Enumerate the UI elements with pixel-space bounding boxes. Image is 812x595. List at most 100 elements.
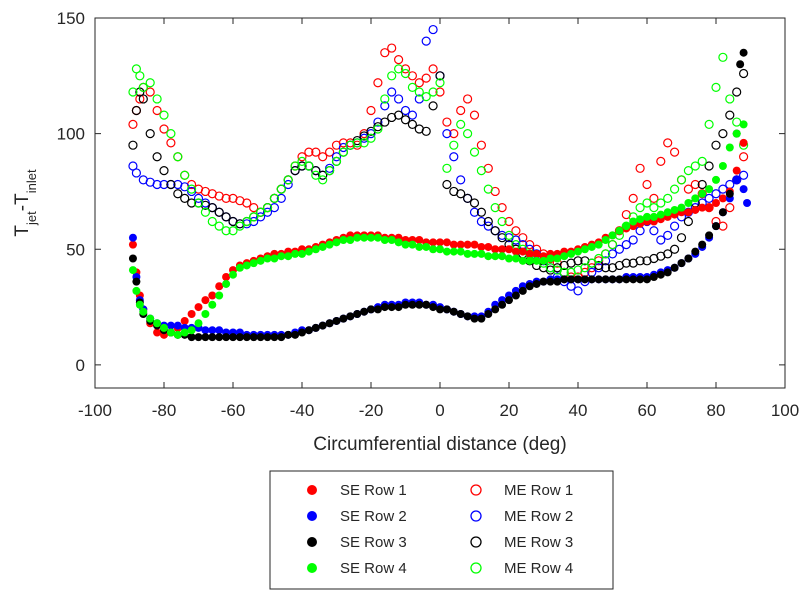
data-point: [600, 249, 611, 259]
data-point: [656, 210, 665, 219]
data-point: [484, 310, 493, 318]
data-point: [643, 275, 651, 284]
data-point: [677, 259, 686, 268]
x-tick-label: -40: [290, 401, 315, 420]
data-point: [408, 300, 417, 309]
data-point: [490, 203, 500, 213]
data-point: [649, 212, 658, 221]
data-point: [262, 207, 273, 217]
data-point: [159, 179, 169, 190]
data-point: [636, 215, 645, 224]
data-point: [263, 254, 272, 263]
data-point: [491, 252, 500, 261]
data-point: [518, 286, 527, 295]
data-point: [580, 275, 589, 284]
data-point: [698, 189, 707, 198]
data-point: [587, 258, 597, 268]
data-point: [435, 87, 445, 97]
data-point: [456, 119, 466, 129]
data-point: [587, 242, 596, 251]
data-point: [736, 60, 745, 69]
data-point: [449, 129, 459, 139]
data-point: [656, 198, 666, 208]
data-point: [242, 198, 252, 208]
data-point: [663, 138, 673, 148]
x-axis-label: Circumferential distance (deg): [313, 434, 566, 455]
data-point: [152, 105, 162, 116]
data-point: [442, 179, 452, 190]
x-tick-label: -100: [78, 401, 112, 420]
data-point: [180, 193, 190, 203]
data-point: [705, 231, 714, 240]
data-point: [207, 216, 217, 227]
data-point: [491, 245, 500, 254]
data-point: [380, 101, 390, 111]
data-point: [283, 179, 293, 190]
data-point: [318, 321, 327, 330]
data-point: [400, 115, 411, 125]
data-point: [180, 316, 189, 325]
data-point: [325, 163, 335, 173]
data-point: [262, 203, 273, 213]
points-layer: [128, 24, 752, 342]
data-point: [483, 216, 493, 227]
data-point: [463, 193, 473, 203]
data-point: [201, 310, 210, 318]
data-point: [628, 193, 638, 203]
data-point: [173, 330, 182, 339]
data-point: [277, 333, 286, 342]
data-point: [135, 94, 145, 104]
data-point: [394, 64, 404, 74]
data-point: [415, 236, 424, 244]
data-point: [532, 279, 541, 288]
data-point: [346, 236, 355, 244]
data-point: [297, 161, 307, 171]
data-point: [352, 138, 362, 148]
data-point: [152, 94, 162, 104]
data-point: [214, 221, 224, 231]
data-point: [456, 247, 465, 256]
data-point: [456, 189, 466, 199]
data-point: [484, 242, 493, 251]
legend-marker: [307, 537, 317, 547]
data-point: [546, 277, 555, 286]
data-point: [304, 247, 313, 256]
data-point: [718, 52, 728, 62]
data-point: [201, 326, 210, 335]
data-point: [270, 254, 279, 263]
data-point: [407, 110, 417, 120]
data-point: [297, 156, 307, 166]
data-point: [704, 119, 714, 129]
data-point: [449, 247, 458, 256]
data-point: [194, 303, 203, 312]
data-point: [718, 129, 728, 139]
data-point: [601, 275, 610, 284]
data-point: [128, 233, 137, 242]
data-point: [743, 199, 752, 207]
data-point: [283, 175, 293, 185]
data-point: [456, 175, 466, 185]
data-point: [339, 236, 348, 244]
data-point: [649, 273, 658, 281]
data-point: [567, 275, 576, 284]
data-point: [380, 48, 390, 58]
data-point: [477, 249, 486, 258]
data-point: [366, 105, 376, 116]
data-point: [436, 305, 444, 314]
data-point: [421, 92, 431, 102]
x-tick-label: -20: [359, 401, 384, 420]
data-point: [249, 259, 258, 268]
data-point: [387, 303, 396, 312]
data-point: [290, 161, 300, 171]
x-tick-label: -60: [221, 401, 246, 420]
data-point: [187, 326, 196, 335]
data-point: [663, 193, 673, 203]
data-point: [546, 254, 555, 263]
data-point: [215, 326, 224, 335]
data-point: [208, 326, 217, 335]
data-point: [470, 314, 479, 323]
data-point: [166, 179, 176, 190]
data-point: [670, 205, 679, 214]
data-point: [739, 48, 748, 57]
data-point: [621, 258, 631, 268]
